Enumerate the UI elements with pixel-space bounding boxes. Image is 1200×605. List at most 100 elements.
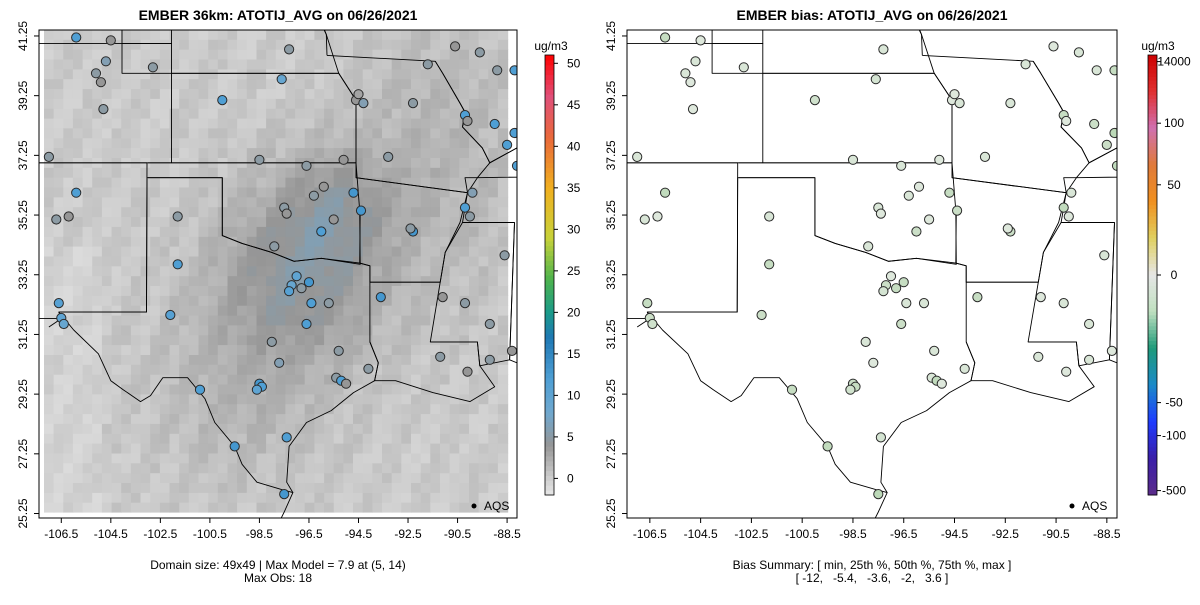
grid-cell bbox=[420, 452, 431, 464]
grid-cell bbox=[401, 403, 412, 415]
aqs-site-point bbox=[764, 259, 775, 270]
aqs-site-point bbox=[274, 357, 285, 368]
colorbar-segment bbox=[1148, 242, 1157, 247]
grid-cell bbox=[372, 384, 383, 395]
grid-cell bbox=[275, 88, 287, 99]
grid-cell bbox=[469, 275, 480, 286]
grid-cell bbox=[169, 334, 180, 346]
grid-cell bbox=[140, 374, 151, 385]
grid-cell bbox=[44, 246, 55, 257]
grid-cell bbox=[266, 413, 277, 424]
grid-cell bbox=[227, 334, 238, 346]
grid-cell bbox=[44, 403, 55, 415]
grid-cell bbox=[256, 275, 267, 286]
grid-cell bbox=[101, 39, 113, 50]
grid-cell bbox=[440, 265, 451, 277]
grid-cell bbox=[179, 374, 190, 385]
colorbar-segment bbox=[545, 103, 554, 110]
grid-cell bbox=[266, 108, 277, 119]
grid-cell bbox=[411, 167, 422, 178]
aqs-site-point bbox=[462, 366, 473, 377]
colorbar-segment bbox=[545, 299, 554, 305]
grid-cell bbox=[266, 472, 277, 483]
grid-cell bbox=[333, 167, 344, 178]
colorbar-segment bbox=[1148, 418, 1157, 423]
grid-cell bbox=[478, 78, 489, 90]
grid-cell bbox=[101, 472, 113, 483]
grid-cell bbox=[82, 275, 93, 286]
grid-cell bbox=[275, 30, 287, 40]
grid-cell bbox=[150, 482, 161, 493]
grid-cell bbox=[411, 482, 422, 493]
grid-cell bbox=[391, 59, 402, 70]
colorbar-segment bbox=[1148, 319, 1157, 324]
grid-cell bbox=[208, 177, 219, 188]
colorbar-segment bbox=[1148, 179, 1157, 184]
grid-cell bbox=[53, 177, 64, 188]
grid-cell bbox=[208, 384, 219, 395]
grid-cell bbox=[478, 157, 489, 168]
grid-cell bbox=[343, 482, 354, 493]
grid-cell bbox=[295, 315, 306, 326]
grid-cell bbox=[266, 443, 277, 454]
grid-cell bbox=[401, 216, 412, 227]
grid-cell bbox=[121, 393, 132, 405]
aqs-site-point bbox=[647, 318, 658, 330]
colorbar-segment bbox=[545, 167, 554, 173]
colorbar-segment bbox=[1148, 234, 1157, 239]
grid-cell bbox=[140, 403, 151, 415]
grid-cell bbox=[256, 108, 267, 119]
grid-cell bbox=[44, 472, 55, 483]
grid-cell bbox=[420, 462, 431, 474]
grid-cell bbox=[372, 462, 383, 474]
grid-cell bbox=[353, 226, 364, 237]
grid-cell bbox=[188, 452, 200, 464]
grid-cell bbox=[188, 324, 200, 336]
grid-cell bbox=[314, 78, 325, 90]
aqs-site-point bbox=[172, 211, 183, 222]
grid-cell bbox=[401, 344, 412, 355]
grid-cell bbox=[72, 364, 84, 375]
grid-cell bbox=[275, 59, 287, 70]
grid-cell bbox=[469, 137, 480, 149]
grid-cell bbox=[140, 295, 151, 306]
grid-cell bbox=[179, 78, 190, 90]
grid-cell bbox=[324, 68, 335, 80]
grid-cell bbox=[430, 157, 441, 168]
grid-cell bbox=[333, 472, 344, 483]
grid-cell bbox=[179, 246, 190, 257]
grid-cell bbox=[440, 384, 451, 395]
aqs-site-point bbox=[860, 336, 871, 347]
grid-cell bbox=[63, 482, 74, 493]
grid-cell bbox=[198, 30, 209, 40]
grid-cell bbox=[72, 393, 84, 405]
grid-cell bbox=[401, 452, 412, 464]
grid-cell bbox=[440, 236, 451, 247]
grid-cell bbox=[382, 295, 393, 306]
grid-cell bbox=[44, 344, 55, 355]
grid-cell bbox=[401, 334, 412, 346]
grid-cell bbox=[188, 68, 200, 80]
grid-cell bbox=[411, 255, 422, 267]
colorbar-segment bbox=[1148, 275, 1157, 280]
grid-cell bbox=[333, 305, 344, 316]
grid-cell bbox=[411, 206, 422, 218]
grid-cell bbox=[497, 98, 509, 109]
grid-cell bbox=[208, 147, 219, 158]
grid-cell bbox=[140, 364, 151, 375]
colorbar-tick-label: 0 bbox=[1171, 268, 1178, 282]
grid-cell bbox=[72, 246, 84, 257]
grid-cell bbox=[227, 177, 238, 188]
grid-cell bbox=[72, 374, 84, 385]
grid-cell bbox=[353, 127, 364, 139]
grid-cell bbox=[478, 68, 489, 80]
grid-cell bbox=[314, 452, 325, 464]
grid-cell bbox=[353, 315, 364, 326]
grid-cell bbox=[72, 167, 84, 178]
grid-cell bbox=[382, 452, 393, 464]
grid-cell bbox=[188, 108, 200, 119]
grid-cell bbox=[362, 236, 373, 247]
grid-cell bbox=[111, 147, 122, 158]
grid-cell bbox=[63, 98, 74, 109]
grid-cell bbox=[150, 196, 161, 208]
